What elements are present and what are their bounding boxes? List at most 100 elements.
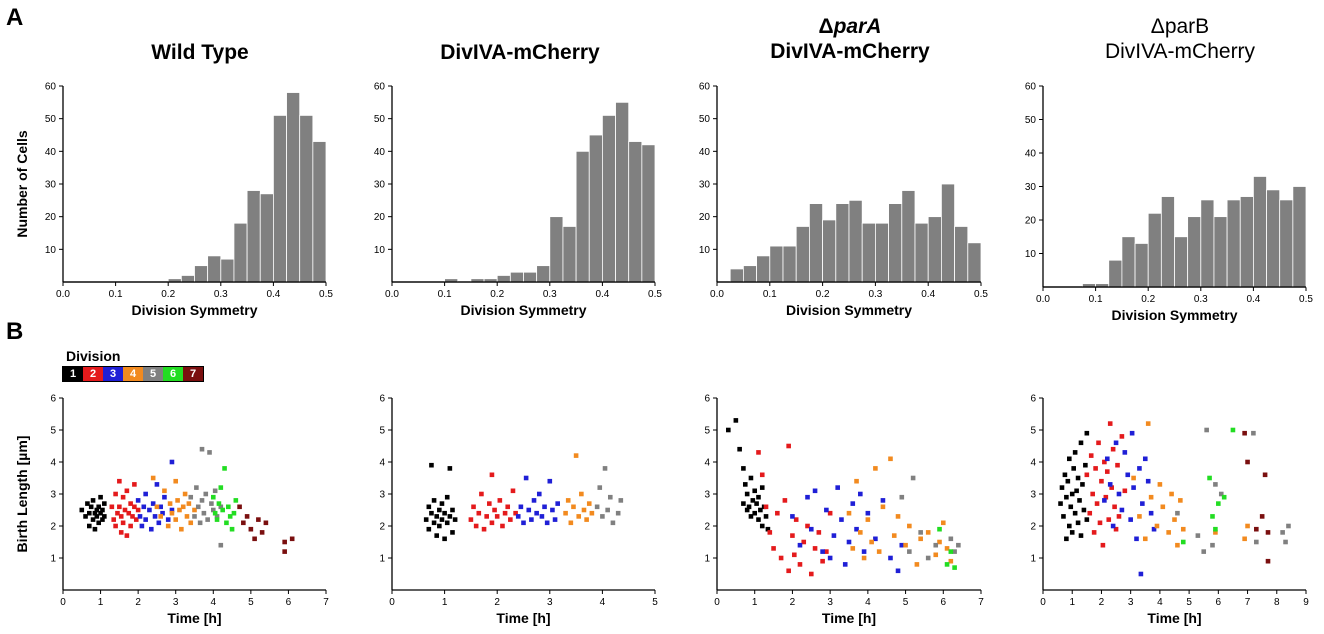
histogram-bar <box>1121 236 1136 288</box>
scatter-point-div3 <box>515 514 521 519</box>
x-tick-label: 0.0 <box>710 289 724 300</box>
scatter-point-div3 <box>865 510 871 516</box>
scatter-point-div2 <box>793 517 799 522</box>
scatter-point-div4 <box>869 539 874 545</box>
scatter-point-div1 <box>85 501 90 506</box>
scatter-point-div5 <box>899 494 905 500</box>
scatter-point-div3 <box>1134 536 1139 542</box>
chart-4: 0.0 0.1 0.2 0.3 0.4 0.5 10 20 30 40 50 60 Division S… <box>1025 82 1314 324</box>
scatter-point-div2 <box>1116 514 1122 519</box>
y-tick-label: 5 <box>50 426 56 437</box>
scatter-point-div5 <box>1254 539 1259 545</box>
scatter-point-div6 <box>1216 501 1221 506</box>
scatter-point-div1 <box>763 514 769 519</box>
scatter-point-div6 <box>1180 539 1186 545</box>
scatter-point-div4 <box>162 488 167 494</box>
scatter-point-div6 <box>231 510 237 516</box>
histogram-bar <box>729 268 744 283</box>
histogram-bar <box>312 141 327 283</box>
scatter-point-div4 <box>1131 475 1136 481</box>
scatter-point-div1 <box>437 507 442 513</box>
scatter-point-div5 <box>1251 430 1256 436</box>
scatter-point-div7 <box>248 526 254 532</box>
scatter-point-div4 <box>940 520 946 526</box>
histogram-bar <box>941 183 956 283</box>
y-tick-label: 3 <box>379 490 385 501</box>
scatter-point-div5 <box>925 555 931 561</box>
scatter-point-div5 <box>618 498 624 503</box>
scatter-point-div2 <box>775 510 780 516</box>
y-tick-label: 3 <box>50 490 56 501</box>
scatter-point-div2 <box>824 549 829 554</box>
scatter-point-div5 <box>1286 523 1291 529</box>
scatter-point-div4 <box>173 478 179 484</box>
scatter-point-div1 <box>439 501 445 506</box>
scatter-point-div1 <box>439 517 445 522</box>
scatter-point-div3 <box>1122 450 1128 455</box>
scatter-point-div4 <box>589 510 595 516</box>
title-parA: ΔparA DivIVA-mCherry <box>730 14 970 64</box>
histogram-bar <box>1253 176 1267 288</box>
x-tick-label: 0.4 <box>266 289 280 300</box>
scatter-point-div3 <box>880 498 886 503</box>
x-tick-label: 8 <box>1274 597 1280 608</box>
scatter-point-div2 <box>492 507 497 513</box>
y-tick-label: 5 <box>379 426 385 437</box>
scatter-point-div4 <box>873 466 878 471</box>
scatter-point-div5 <box>1218 491 1224 497</box>
scatter-point-div3 <box>529 517 534 522</box>
scatter-point-div2 <box>113 491 118 497</box>
y-tick-label: 50 <box>374 114 386 125</box>
y-tick-label: 30 <box>1025 182 1037 193</box>
scatter-point-div1 <box>759 523 765 529</box>
x-tick-label: 5 <box>1186 597 1192 608</box>
scatter-point-div6 <box>212 510 218 516</box>
y-tick-label: 10 <box>374 245 386 256</box>
scatter-point-div5 <box>192 514 197 519</box>
scatter-point-div5 <box>1210 542 1215 548</box>
scatter-point-div2 <box>827 510 833 516</box>
scatter-point-div2 <box>1122 488 1128 494</box>
scatter-point-div2 <box>487 501 492 506</box>
histogram-bar <box>575 150 590 283</box>
scatter-point-div2 <box>513 510 518 516</box>
scatter-point-div3 <box>1128 517 1133 522</box>
scatter-point-div2 <box>1097 520 1103 526</box>
scatter-point-div2 <box>1090 491 1095 497</box>
chart-1: 0.0 0.1 0.2 0.3 0.4 0.5 10 20 30 40 50 60 Division S… <box>14 82 333 319</box>
x-axis-label: Division Symmetry <box>786 302 912 318</box>
scatter-point-div2 <box>115 510 120 516</box>
scatter-point-div5 <box>605 507 610 513</box>
scatter-point-div3 <box>1145 478 1151 484</box>
scatter-point-div5 <box>600 514 605 519</box>
x-tick-label: 0.1 <box>109 289 123 300</box>
scatter-point-div3 <box>152 514 158 519</box>
scatter-point-div2 <box>786 443 791 449</box>
scatter-point-div3 <box>1142 456 1148 462</box>
scatter-point-div1 <box>741 501 746 506</box>
scatter-point-div4 <box>150 475 156 481</box>
scatter-point-div2 <box>792 552 797 558</box>
scatter-point-div2 <box>473 523 479 529</box>
y-tick-label: 30 <box>699 180 711 191</box>
histogram-bar <box>1200 199 1215 288</box>
scatter-point-div2 <box>497 498 503 503</box>
scatter-point-div3 <box>835 485 840 490</box>
scatter-point-div5 <box>214 514 220 519</box>
scatter-point-div5 <box>212 488 218 494</box>
scatter-point-div3 <box>521 520 526 526</box>
scatter-point-div4 <box>850 546 856 551</box>
scatter-point-div3 <box>808 526 814 532</box>
scatter-point-div2 <box>808 571 814 577</box>
legend-item-3: 3 <box>103 367 123 381</box>
scatter-point-div1 <box>92 510 98 516</box>
scatter-point-div3 <box>135 498 141 503</box>
x-tick-label: 0.5 <box>319 289 333 300</box>
y-tick-label: 60 <box>45 82 57 93</box>
scatter-point-div1 <box>1064 494 1069 500</box>
scatter-point-div2 <box>130 514 135 519</box>
scatter-point-div3 <box>1148 510 1154 516</box>
y-tick-label: 20 <box>699 212 711 223</box>
scatter-point-div2 <box>118 530 124 535</box>
y-tick-label: 4 <box>704 458 710 469</box>
